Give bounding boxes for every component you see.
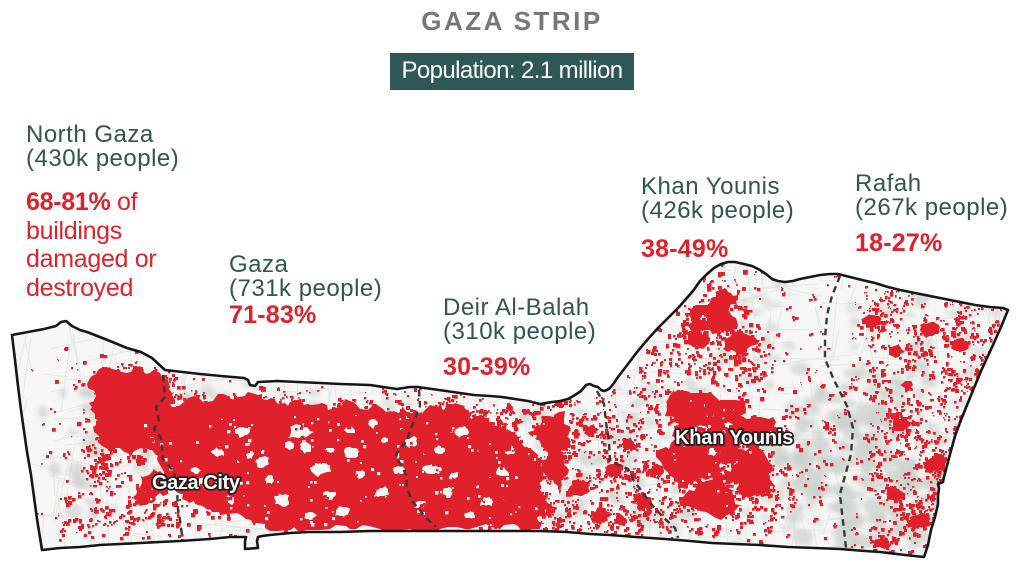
svg-text:Gaza City: Gaza City (152, 472, 241, 494)
svg-text:Khan Younis: Khan Younis (675, 427, 793, 449)
